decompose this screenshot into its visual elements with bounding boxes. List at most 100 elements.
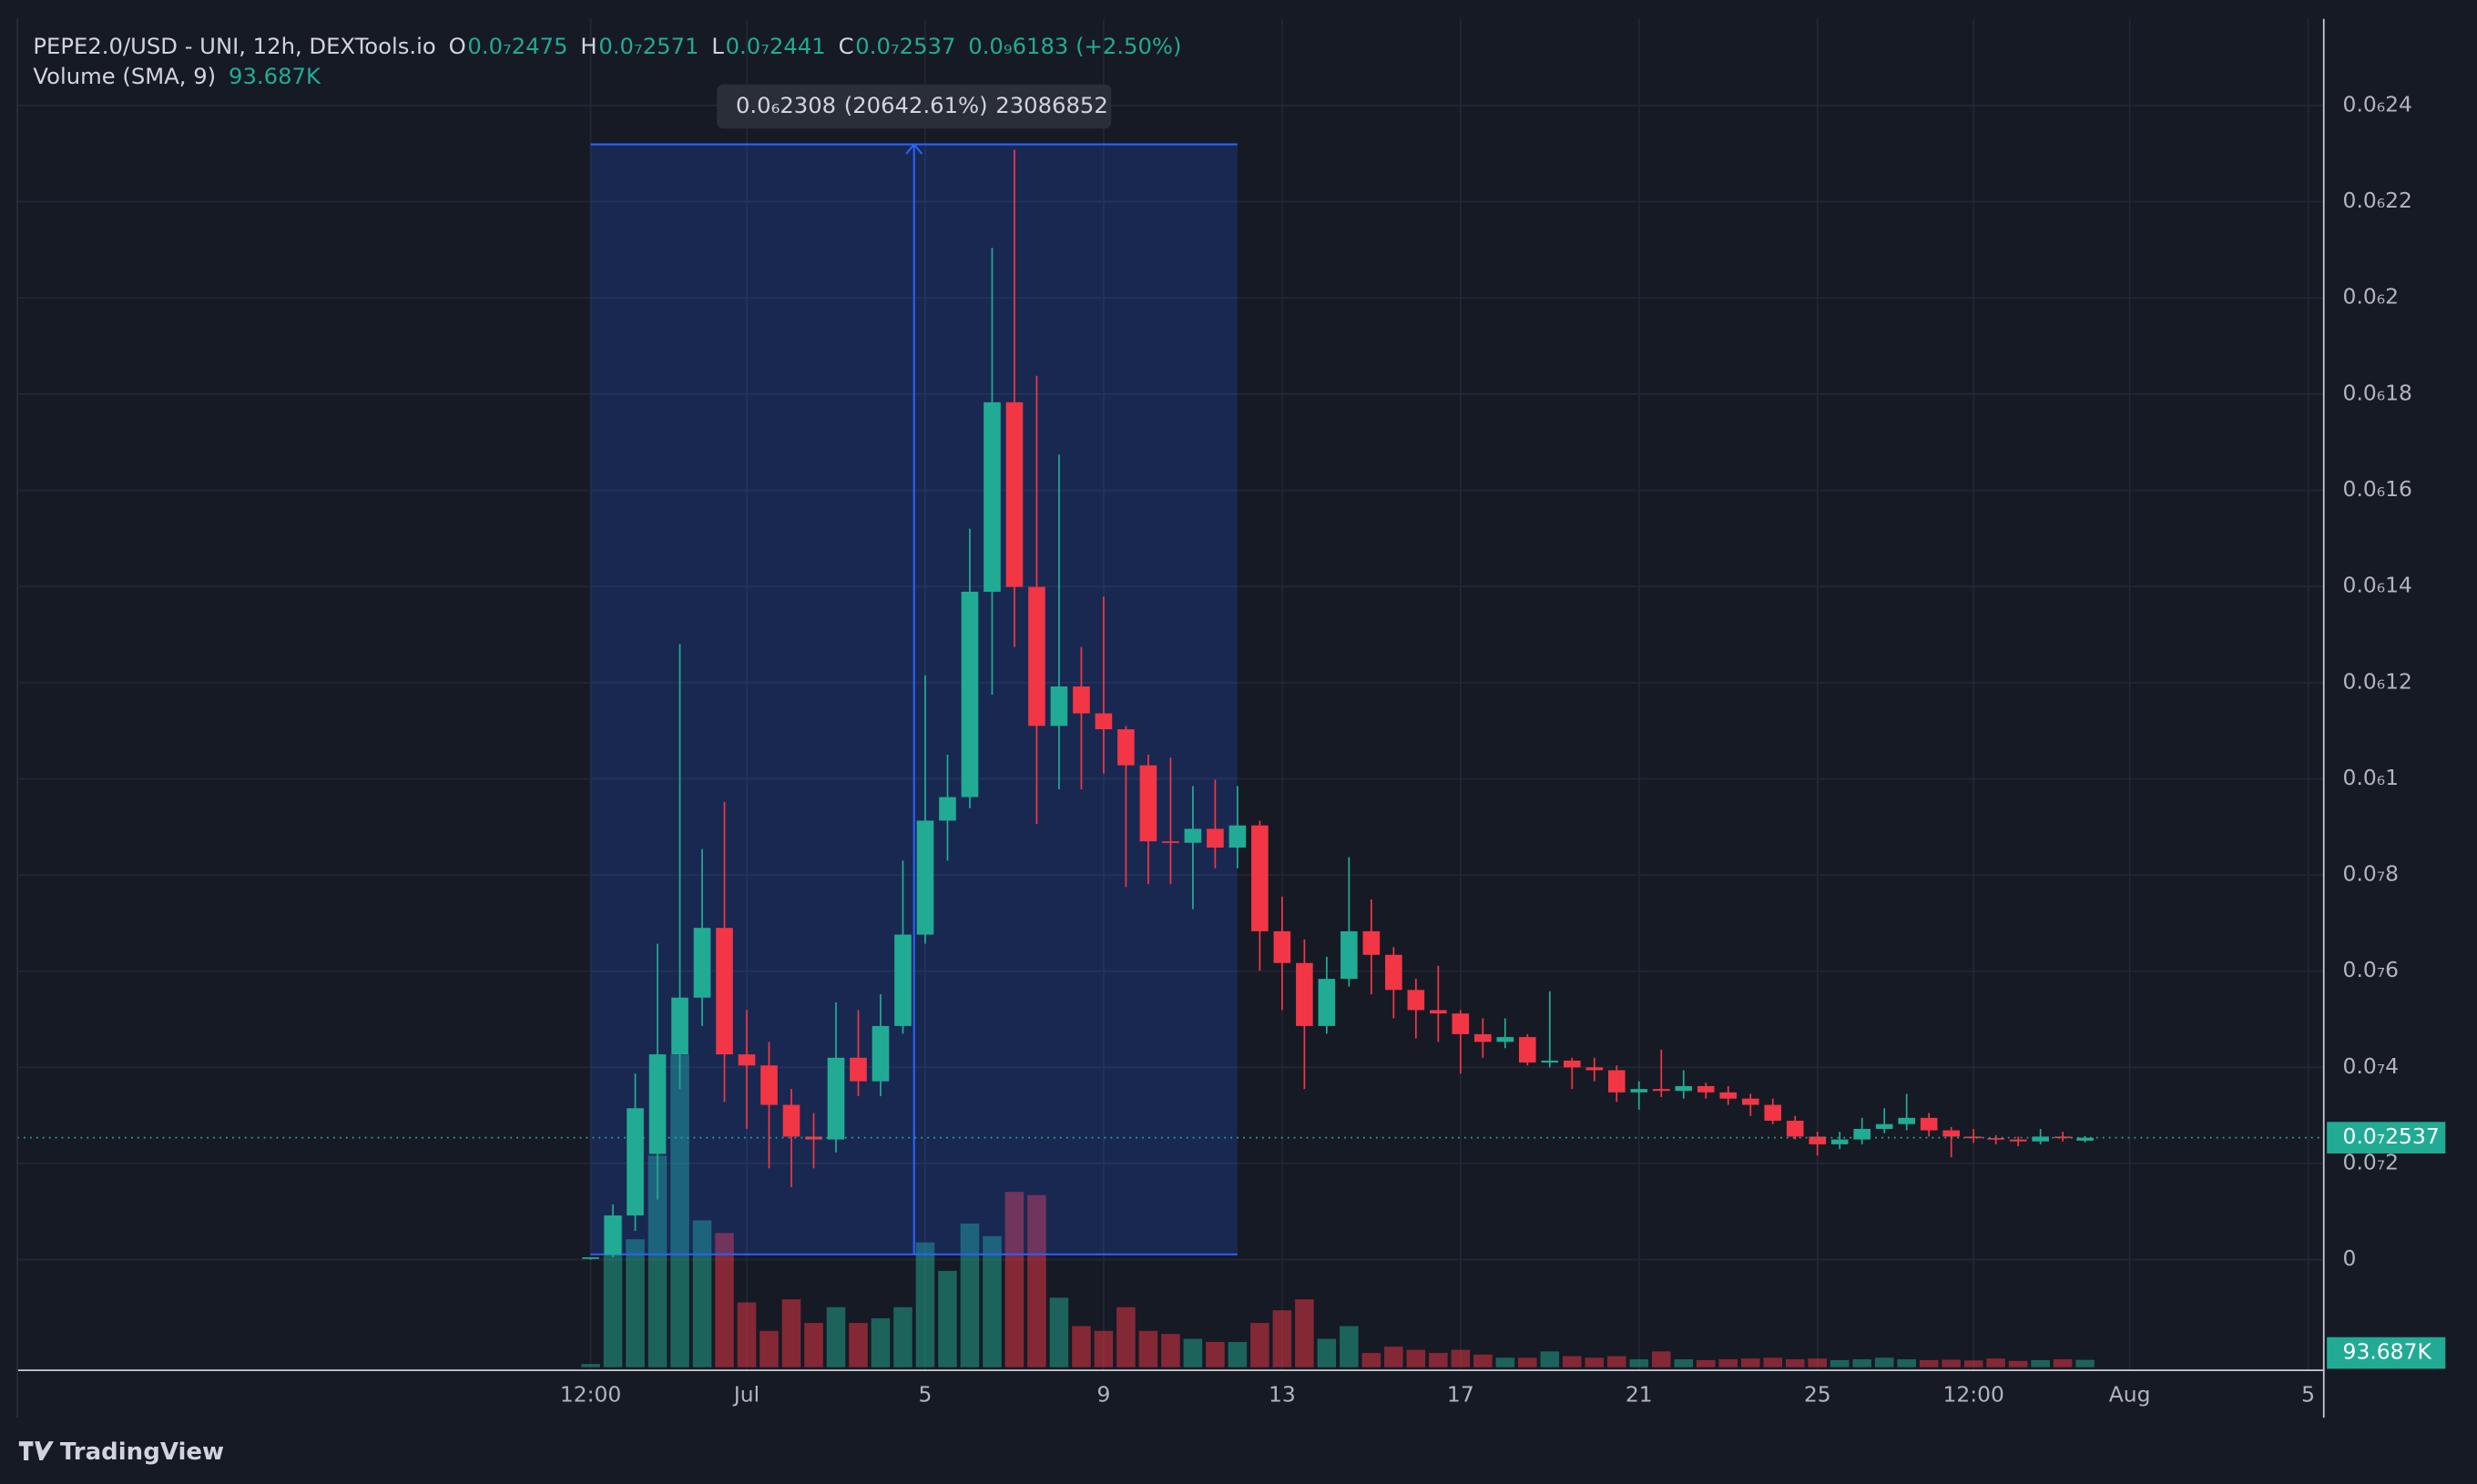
candle-body: [1809, 1136, 1827, 1144]
candle-body: [1340, 930, 1358, 980]
candle-body: [1786, 1120, 1804, 1137]
volume-bar: [826, 1306, 846, 1367]
volume-pane: [581, 1054, 2095, 1367]
volume-bar: [1495, 1357, 1515, 1367]
volume-bar: [1094, 1330, 1114, 1367]
candle-body: [1184, 828, 1202, 843]
candle-body: [738, 1054, 756, 1066]
candle-body: [1697, 1085, 1715, 1093]
candle-body: [1898, 1117, 1916, 1124]
legend-text: 93.687K: [229, 63, 321, 89]
volume-bar: [1206, 1341, 1225, 1367]
candle-body: [1430, 1010, 1447, 1014]
volume-bar: [781, 1299, 801, 1367]
candle-body: [1496, 1037, 1514, 1042]
volume-bar: [1250, 1323, 1269, 1367]
volume-bar: [1763, 1357, 1783, 1367]
logo: [18, 1441, 54, 1460]
volume-bar: [1651, 1351, 1671, 1367]
volume-bar: [759, 1330, 779, 1367]
volume-bar: [849, 1323, 868, 1367]
legend-text: PEPE2.0/USD - UNI, 12h, DEXTools.io: [33, 33, 435, 59]
x-tick-label: 25: [1804, 1381, 1831, 1407]
y-tick-label: 0.0₇4: [2343, 1053, 2400, 1079]
volume-bar: [893, 1306, 912, 1367]
volume-bar: [1138, 1330, 1158, 1367]
volume-bar: [647, 1155, 668, 1367]
volume-bar: [1563, 1356, 1582, 1367]
volume-bar: [581, 1364, 600, 1367]
x-tick-label: 13: [1269, 1381, 1296, 1407]
candle-body: [1519, 1037, 1536, 1063]
x-tick-label: 9: [1096, 1381, 1110, 1407]
candles: [17, 149, 2324, 1260]
price-badge: [2327, 1122, 2446, 1154]
volume-badge-label: 93.687K: [2343, 1339, 2432, 1365]
candle-body: [1585, 1067, 1604, 1071]
candle-body: [1764, 1104, 1782, 1121]
x-tick-label: 12:00: [1942, 1381, 2003, 1407]
volume-bar: [1228, 1341, 1248, 1367]
x-tick-label: 5: [919, 1381, 933, 1407]
y-tick-label: 0.0₆14: [2343, 573, 2412, 598]
candle-body: [1117, 729, 1135, 766]
volume-bar: [626, 1239, 645, 1367]
candle-body: [1563, 1060, 1581, 1068]
measure-text: (20642.61%): [844, 92, 988, 118]
volume-bar: [1585, 1357, 1605, 1367]
volume-bar: [1072, 1326, 1091, 1367]
x-tick-label: 21: [1626, 1381, 1653, 1407]
measure-text: 23086852: [995, 92, 1108, 118]
legend-text: Volume (SMA, 9): [33, 63, 216, 89]
volume-badge: [2327, 1337, 2446, 1369]
candle-body: [1630, 1089, 1648, 1093]
x-tick-label: Aug: [2109, 1381, 2151, 1407]
volume-bar: [1317, 1338, 1337, 1367]
volume-bar: [1027, 1194, 1046, 1367]
candle-body: [1652, 1089, 1670, 1092]
volume-bar: [983, 1235, 1002, 1367]
x-tick-label: 12:00: [560, 1381, 621, 1407]
volume-bar: [692, 1220, 712, 1367]
volume-bar: [1272, 1310, 1292, 1367]
candle-body: [1719, 1092, 1738, 1099]
candle-body: [1474, 1033, 1492, 1042]
volume-bar: [670, 1054, 689, 1367]
volume-bar: [1451, 1349, 1471, 1367]
candle-body: [582, 1257, 599, 1259]
candle-body: [1964, 1136, 1983, 1139]
candle-body: [916, 820, 934, 935]
candle-body: [1296, 962, 1313, 1026]
legend-text: 0.0₇2441: [726, 33, 826, 59]
price-badge-label: 0.0₇2537: [2343, 1123, 2440, 1149]
candle-body: [894, 934, 912, 1026]
candle-body: [1228, 825, 1247, 848]
x-tick-label: 17: [1447, 1381, 1474, 1407]
candle-body: [716, 928, 733, 1055]
volume-bar: [1161, 1334, 1180, 1367]
candle-body: [984, 401, 1001, 592]
candle-body: [1028, 586, 1045, 727]
volume-bar: [1340, 1326, 1359, 1367]
volume-bar: [915, 1242, 935, 1367]
candle-body: [1607, 1070, 1626, 1093]
legend-text: 0.0₇2571: [598, 33, 698, 59]
candle-body: [961, 591, 979, 798]
volume-bar: [804, 1323, 823, 1367]
candle-body: [1385, 954, 1402, 991]
measure-arrowhead: [905, 142, 923, 155]
legend-text: L: [711, 33, 724, 59]
candle-body: [782, 1104, 800, 1137]
volume-bar: [1606, 1356, 1626, 1367]
volume-bar: [1986, 1358, 2005, 1367]
y-tick-label: 0.0₆12: [2343, 668, 2412, 694]
y-tick-label: 0.0₇6: [2343, 957, 2400, 982]
volume-bar: [737, 1302, 757, 1367]
y-tick-label: 0.0₇2: [2343, 1150, 2400, 1175]
volume-bar: [1785, 1359, 1805, 1367]
candle-body: [1050, 686, 1068, 727]
watermark: TradingView: [18, 1438, 224, 1466]
candle-body: [1853, 1128, 1871, 1140]
